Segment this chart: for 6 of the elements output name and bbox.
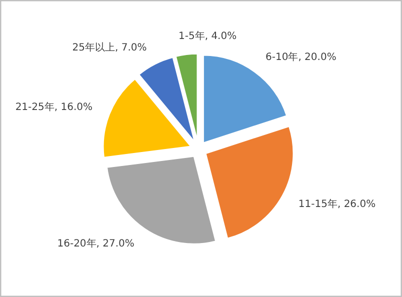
slice-label: 11-15年, 26.0% [298,198,376,210]
slice-label: 6-10年, 20.0% [266,50,336,63]
slice-label: 1-5年, 4.0% [178,30,237,42]
slice-label: 21-25年, 16.0% [15,101,93,114]
slice-label: 16-20年, 27.0% [57,237,134,250]
slice-label: 25年以上, 7.0% [72,41,147,54]
